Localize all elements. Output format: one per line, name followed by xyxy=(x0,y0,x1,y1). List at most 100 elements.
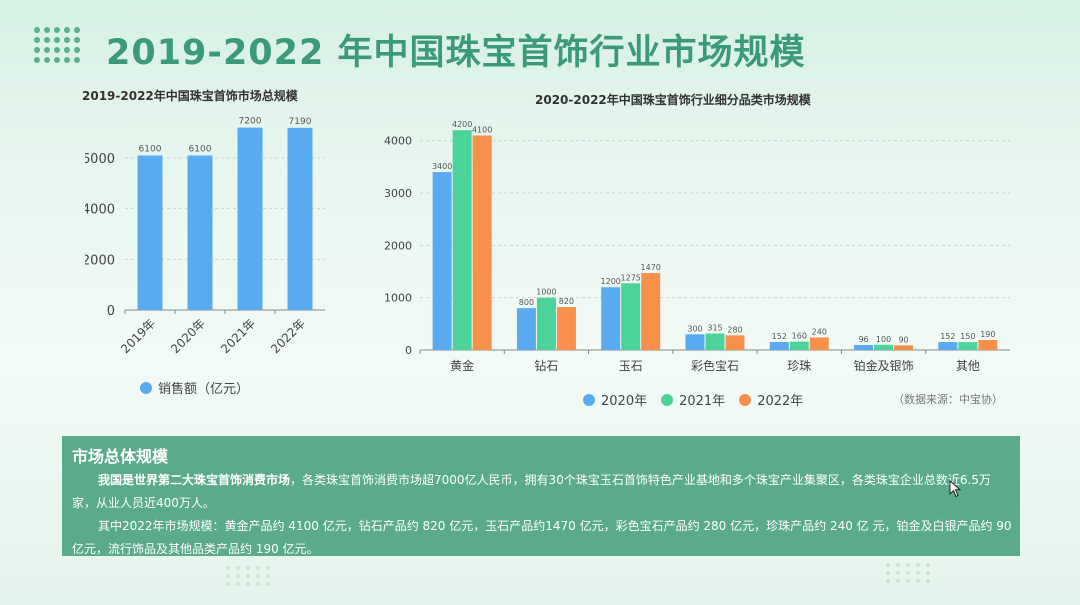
panel-paragraph-1: 我国是世界第二大珠宝首饰消费市场，各类珠宝首饰消费市场超7000亿人民币，拥有3… xyxy=(72,469,1012,515)
x-tick-label: 彩色宝石 xyxy=(691,359,739,373)
bar xyxy=(601,287,621,350)
data-source-note: （数据来源：中宝协） xyxy=(893,393,1003,406)
legend-label-2022: 2022年 xyxy=(757,394,804,409)
data-label: 4100 xyxy=(472,125,492,134)
bar xyxy=(854,344,874,350)
data-label: 152 xyxy=(940,332,955,341)
y-tick-label: 4000 xyxy=(384,135,412,148)
legend-item-2021: 2021年 xyxy=(661,390,725,409)
market-summary-panel: 市场总体规模 我国是世界第二大珠宝首饰消费市场，各类珠宝首饰消费市场超7000亿… xyxy=(62,436,1020,556)
legend-dot-2022 xyxy=(739,393,752,406)
bar xyxy=(789,341,809,350)
decorative-dot-grid-bottom-right xyxy=(886,563,932,583)
data-label: 190 xyxy=(980,330,995,339)
data-label: 1275 xyxy=(621,273,641,282)
data-label: 100 xyxy=(876,335,891,344)
y-tick-label: 2000 xyxy=(384,239,412,252)
data-label: 7200 xyxy=(239,117,262,127)
bar xyxy=(556,307,576,350)
bar xyxy=(472,135,492,350)
data-label: 96 xyxy=(858,335,868,344)
data-label: 1000 xyxy=(536,288,556,297)
panel-title: 市场总体规模 xyxy=(72,447,169,466)
panel-paragraph-1-text: ，各类珠宝首饰消费市场超7000亿人民币，拥有30个珠宝玉石首饰特色产业基地和多… xyxy=(72,473,991,510)
x-tick-label: 钻石 xyxy=(534,358,558,373)
legend-item-2022: 2022年 xyxy=(739,390,803,409)
legend-label-2021: 2021年 xyxy=(679,394,726,409)
y-tick-label: 0 xyxy=(107,304,115,319)
x-tick-label: 玉石 xyxy=(619,359,643,373)
bar xyxy=(705,333,725,350)
y-tick-label: 3000 xyxy=(384,187,412,200)
bar xyxy=(958,342,978,350)
data-label: 1200 xyxy=(601,277,621,286)
bar xyxy=(978,340,998,350)
bar xyxy=(938,342,958,350)
legend-dot-sales xyxy=(140,381,152,394)
left-chart-title: 2019-2022年中国珠宝首饰市场总规模 xyxy=(82,89,298,103)
bar xyxy=(685,334,705,350)
left-chart-legend: 销售额（亿元） xyxy=(140,378,263,397)
y-tick-label: 6000 xyxy=(85,152,115,167)
x-tick-label: 珍珠 xyxy=(787,359,811,373)
data-label: 6100 xyxy=(189,144,212,154)
y-tick-label: 4000 xyxy=(85,203,115,218)
x-tick-label: 2022年 xyxy=(268,316,308,356)
x-tick-label: 2020年 xyxy=(168,316,208,356)
decorative-dot-grid-bottom-left xyxy=(226,566,272,586)
data-label: 315 xyxy=(707,324,722,333)
right-chart-title: 2020-2022年中国珠宝首饰行业细分品类市场规模 xyxy=(535,93,811,107)
data-label: 1470 xyxy=(641,263,661,272)
x-tick-label: 黄金 xyxy=(450,358,474,373)
data-label: 300 xyxy=(687,324,702,333)
data-label: 800 xyxy=(519,298,534,307)
mouse-cursor-icon xyxy=(949,480,961,498)
bar xyxy=(432,172,452,350)
bar xyxy=(621,283,641,350)
legend-dot-2020 xyxy=(583,393,595,406)
data-label: 6100 xyxy=(139,144,162,154)
panel-body: 我国是世界第二大珠宝首饰消费市场，各类珠宝首饰消费市场超7000亿人民币，拥有3… xyxy=(72,469,1012,561)
legend-item-2020: 2020年 xyxy=(583,390,647,409)
right-chart-legend: 2020年 2021年 2022年 xyxy=(583,390,817,409)
data-label: 280 xyxy=(727,325,742,334)
bar xyxy=(187,155,213,310)
right-grouped-bar-chart: 01000200030004000340042004100黄金800100082… xyxy=(384,120,1010,373)
legend-dot-2021 xyxy=(661,393,674,406)
bar xyxy=(769,342,789,350)
decorative-dot-grid xyxy=(34,27,80,63)
panel-paragraph-1-bold: 我国是世界第二大珠宝首饰消费市场 xyxy=(98,473,291,487)
bar xyxy=(641,273,661,350)
legend-item-sales: 销售额（亿元） xyxy=(140,378,249,397)
bar xyxy=(287,127,313,310)
x-tick-label: 2019年 xyxy=(118,316,158,356)
data-label: 240 xyxy=(812,327,827,336)
bar xyxy=(809,337,829,350)
y-tick-label: 2000 xyxy=(85,253,115,268)
y-tick-label: 1000 xyxy=(384,292,412,305)
data-label: 3400 xyxy=(432,162,452,171)
x-tick-label: 2021年 xyxy=(218,316,258,356)
data-label: 160 xyxy=(792,332,807,341)
bar xyxy=(536,297,556,350)
data-label: 820 xyxy=(559,297,574,306)
bar xyxy=(725,335,745,350)
data-label: 90 xyxy=(898,335,908,344)
data-label: 4200 xyxy=(452,120,472,129)
bar xyxy=(516,308,536,350)
bar xyxy=(137,155,163,310)
left-bar-chart: 0 2000 4000 6000 6100 2019年 6100 2020年 7200 2021年… xyxy=(85,117,325,356)
data-label: 150 xyxy=(960,332,975,341)
bar xyxy=(237,127,263,310)
data-label: 152 xyxy=(772,332,787,341)
x-tick-label: 其他 xyxy=(956,359,980,373)
bar xyxy=(874,344,894,350)
legend-label-2020: 2020年 xyxy=(601,394,648,409)
legend-label-sales: 销售额（亿元） xyxy=(158,382,250,397)
panel-paragraph-2: 其中2022年市场规模：黄金产品约 4100 亿元，钻石产品约 820 亿元，玉… xyxy=(72,519,1012,556)
y-tick-label: 0 xyxy=(405,344,412,357)
bar xyxy=(894,345,914,350)
bar xyxy=(452,130,472,350)
data-label: 7190 xyxy=(289,117,312,127)
page-title: 2019-2022 年中国珠宝首饰行业市场规模 xyxy=(106,33,806,73)
